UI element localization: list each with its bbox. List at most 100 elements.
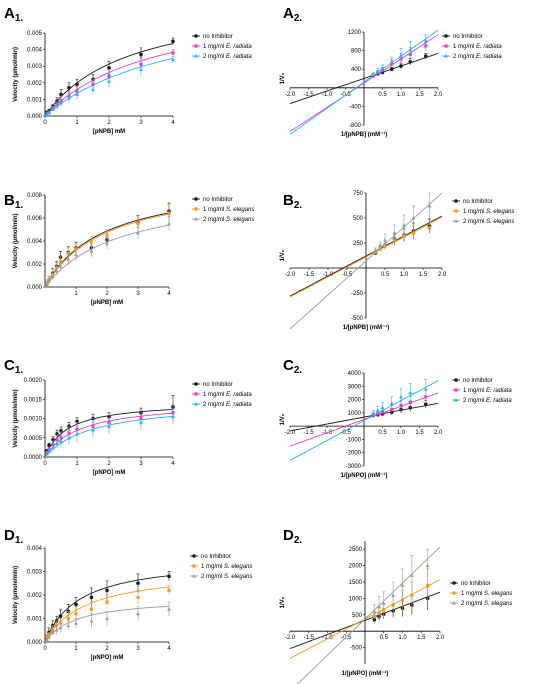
y-tick-label: 0.0010 bbox=[24, 417, 43, 423]
x-tick-label: 0 bbox=[43, 120, 47, 126]
data-point bbox=[107, 424, 111, 428]
y-tick-label: 0.002 bbox=[27, 81, 43, 87]
data-point bbox=[45, 637, 49, 642]
data-point bbox=[50, 274, 55, 279]
x-tick-label: 2 bbox=[107, 120, 111, 126]
series-3 bbox=[44, 216, 171, 288]
y-axis-title: 1/V₀ bbox=[280, 596, 286, 608]
legend-marker bbox=[454, 219, 458, 223]
data-point bbox=[408, 390, 413, 395]
x-axis-title: 1/[pNPO] (mM⁻¹) bbox=[342, 670, 389, 677]
data-point bbox=[89, 249, 94, 253]
data-point bbox=[399, 64, 403, 68]
x-tick-label: 1.0 bbox=[397, 92, 406, 98]
panel-label: C1. bbox=[4, 357, 23, 376]
data-point bbox=[375, 69, 380, 73]
x-tick-label: -2.0 bbox=[285, 635, 296, 641]
data-point bbox=[45, 112, 49, 116]
y-tick-label: 400 bbox=[351, 67, 362, 73]
data-point bbox=[136, 595, 140, 599]
panel-label: B2. bbox=[283, 192, 302, 211]
series-2 bbox=[44, 49, 175, 117]
chart-panel-c2: C2.-2.0 -1.5 -1.0 -0.5 0.5 1.0 1.5 2.0-3000-200… bbox=[280, 357, 512, 479]
data-point bbox=[47, 110, 51, 115]
series-1 bbox=[44, 571, 171, 643]
data-point bbox=[377, 604, 381, 609]
y-axis-title: Velocity (μmol/min) bbox=[13, 213, 19, 268]
data-point bbox=[55, 104, 59, 108]
legend-marker bbox=[194, 217, 198, 221]
x-tick-label: 1.5 bbox=[419, 272, 428, 278]
y-tick-label: 0.000 bbox=[27, 285, 43, 291]
fit-line bbox=[289, 34, 439, 132]
legend-marker bbox=[194, 54, 198, 58]
legend-marker bbox=[444, 44, 448, 48]
legend-label: 1 mg/ml E. radiata bbox=[203, 44, 252, 50]
data-point bbox=[400, 583, 405, 587]
data-point bbox=[372, 609, 377, 614]
y-tick-label: 0.004 bbox=[27, 239, 43, 245]
x-tick-label: 2 bbox=[105, 291, 109, 297]
legend-marker bbox=[454, 209, 458, 213]
chart-panel-c1: C1. 0 1 2 3 4 0.0000 0.0005 0.0010 0.0015 0.0020 [p… bbox=[4, 357, 252, 476]
data-point bbox=[54, 268, 59, 273]
x-tick-label: 1 bbox=[74, 291, 78, 297]
fit-line bbox=[289, 392, 439, 447]
data-point bbox=[105, 241, 109, 245]
data-point bbox=[423, 39, 428, 43]
y-tick-label: 2000 bbox=[349, 564, 363, 570]
fit-line bbox=[289, 29, 439, 135]
y-axis-title: 1/V₀ bbox=[280, 413, 286, 425]
data-point bbox=[55, 441, 59, 446]
data-point bbox=[411, 216, 416, 220]
legend-marker bbox=[194, 402, 198, 406]
data-point bbox=[427, 204, 432, 208]
x-tick-label: 3 bbox=[139, 461, 143, 467]
data-point bbox=[58, 625, 63, 630]
y-tick-label: 0.0020 bbox=[24, 378, 43, 384]
x-tick-label: 1 bbox=[74, 646, 78, 652]
data-point bbox=[46, 635, 51, 639]
data-point bbox=[139, 52, 143, 57]
data-point bbox=[389, 401, 394, 406]
panel-label: C2. bbox=[283, 357, 302, 376]
legend-label: no Inhibitor bbox=[203, 197, 233, 203]
legend-label: 1 mg/ml E. radiata bbox=[453, 44, 502, 50]
x-tick-label: 4 bbox=[167, 291, 171, 297]
data-point bbox=[389, 59, 394, 64]
y-axis-title: Velocity (μmole/min) bbox=[13, 389, 19, 447]
x-axis-title: 1/[pNPB] (mM⁻¹) bbox=[341, 131, 388, 138]
x-tick-label: 4 bbox=[171, 461, 175, 467]
data-point bbox=[425, 563, 430, 568]
panel-label: D2. bbox=[283, 527, 302, 546]
data-point bbox=[74, 612, 78, 616]
y-tick-label: 0.008 bbox=[27, 193, 43, 199]
data-point bbox=[105, 588, 109, 593]
data-point bbox=[426, 583, 430, 587]
legend-marker bbox=[194, 197, 198, 201]
y-tick-label: 1000 bbox=[349, 596, 363, 602]
data-point bbox=[75, 431, 79, 436]
legend-label: 1 mg/ml S. elegans bbox=[461, 591, 512, 597]
series-3 bbox=[44, 408, 175, 458]
data-point bbox=[389, 67, 394, 71]
fit-line bbox=[289, 52, 439, 105]
legend-label: no Inhibitor bbox=[203, 382, 233, 388]
legend-label: 2 mg/ml S. elegans bbox=[463, 219, 514, 225]
x-tick-label: 1.5 bbox=[415, 92, 424, 98]
data-point bbox=[91, 428, 95, 432]
data-point bbox=[391, 593, 396, 597]
y-tick-label: 0.004 bbox=[27, 546, 43, 552]
y-axis-title: Velocity (μmole/min) bbox=[13, 566, 19, 624]
y-tick-label: -400 bbox=[349, 104, 362, 110]
y-axis-title: 1/V₀ bbox=[280, 72, 286, 84]
data-point bbox=[411, 231, 416, 235]
data-point bbox=[378, 244, 383, 248]
x-tick-label: 2 bbox=[105, 646, 109, 652]
x-tick-label: -2.0 bbox=[285, 92, 296, 98]
data-point bbox=[139, 67, 143, 72]
data-point bbox=[399, 403, 403, 408]
data-point bbox=[167, 211, 171, 215]
y-tick-label: -2000 bbox=[346, 451, 362, 457]
legend-label: 1 mg/ml S. elegans bbox=[463, 209, 514, 215]
